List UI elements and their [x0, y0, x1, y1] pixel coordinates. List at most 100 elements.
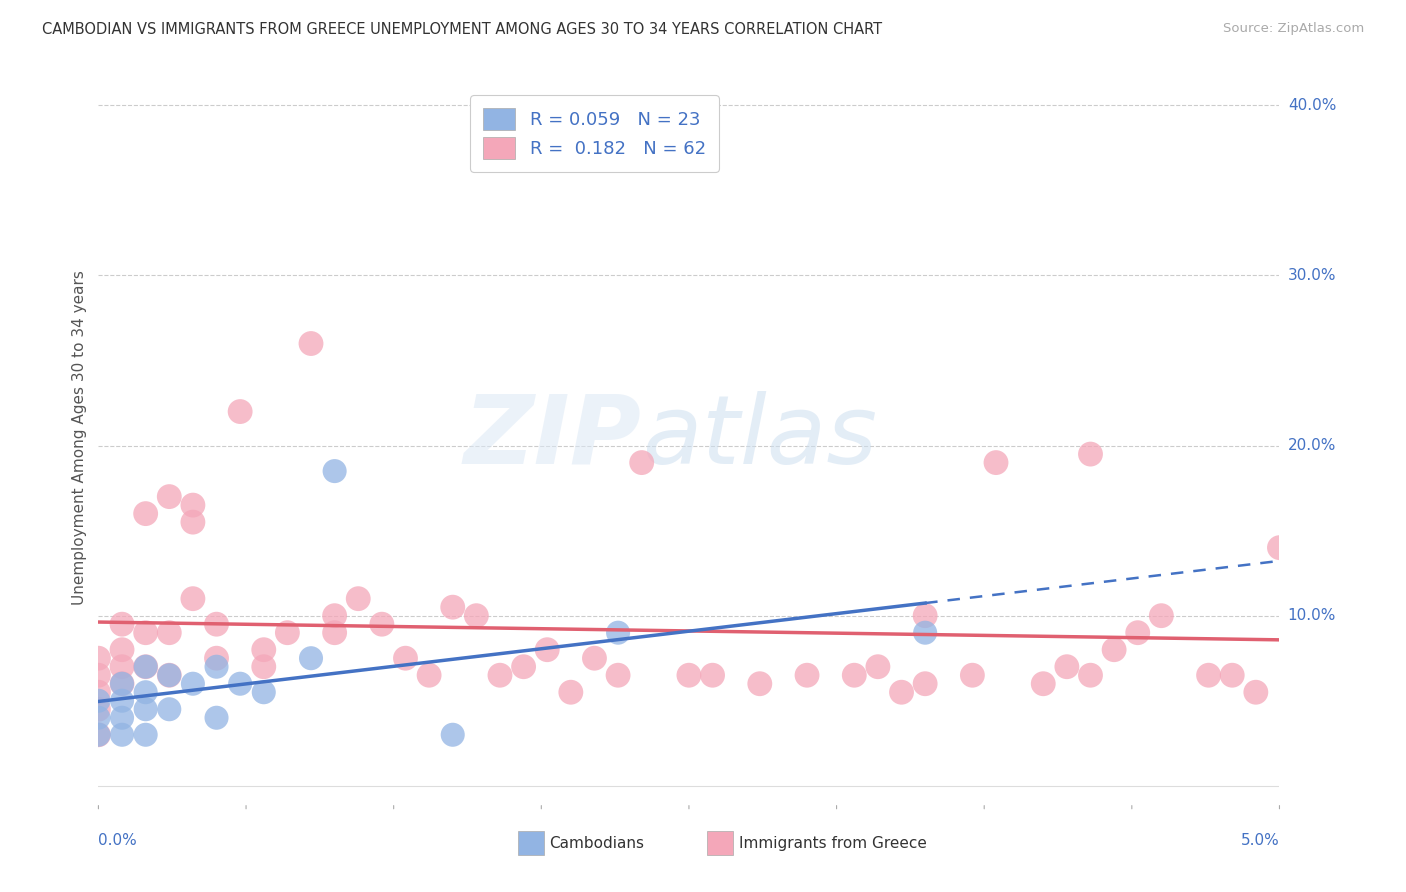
Point [181, 515, 204, 529]
Point [135, 625, 157, 640]
Point [914, 625, 936, 640]
Point [157, 668, 180, 682]
Point [536, 642, 558, 657]
Point [796, 668, 818, 682]
Point [394, 651, 416, 665]
Point [1268, 541, 1291, 555]
Point [135, 702, 157, 716]
Text: atlas: atlas [641, 391, 877, 483]
Point [1056, 659, 1078, 673]
Point [323, 464, 346, 478]
Point [702, 668, 724, 682]
Point [87, 651, 110, 665]
Text: Cambodians: Cambodians [550, 836, 644, 851]
Text: 5.0%: 5.0% [1240, 833, 1279, 848]
Point [111, 642, 134, 657]
Point [253, 685, 276, 699]
Point [205, 651, 228, 665]
Point [229, 677, 252, 691]
FancyBboxPatch shape [707, 831, 733, 855]
Text: Immigrants from Greece: Immigrants from Greece [738, 836, 927, 851]
Point [111, 728, 134, 742]
Point [205, 711, 228, 725]
Point [157, 702, 180, 716]
Point [87, 728, 110, 742]
Point [323, 608, 346, 623]
Point [135, 659, 157, 673]
Point [607, 625, 630, 640]
Point [914, 608, 936, 623]
Text: 30.0%: 30.0% [1288, 268, 1336, 283]
Text: 20.0%: 20.0% [1288, 438, 1336, 453]
Point [583, 651, 606, 665]
Point [205, 659, 228, 673]
Point [205, 617, 228, 632]
Point [111, 694, 134, 708]
Point [87, 728, 110, 742]
Point [866, 659, 889, 673]
Point [229, 404, 252, 418]
Point [299, 336, 322, 351]
Point [465, 608, 488, 623]
Point [984, 456, 1007, 470]
Point [1080, 668, 1102, 682]
Point [890, 685, 912, 699]
Point [371, 617, 394, 632]
Point [181, 498, 204, 512]
Point [489, 668, 512, 682]
Point [1244, 685, 1267, 699]
Point [560, 685, 582, 699]
Point [276, 625, 298, 640]
Point [1198, 668, 1220, 682]
Point [1126, 625, 1149, 640]
Point [157, 490, 180, 504]
Point [678, 668, 700, 682]
Point [748, 677, 770, 691]
Point [135, 728, 157, 742]
Point [87, 685, 110, 699]
Point [323, 625, 346, 640]
Point [111, 659, 134, 673]
Text: ZIP: ZIP [464, 391, 641, 483]
Point [441, 728, 464, 742]
Text: 0.0%: 0.0% [98, 833, 138, 848]
Text: 10.0%: 10.0% [1288, 608, 1336, 624]
Point [157, 625, 180, 640]
Point [135, 507, 157, 521]
Point [135, 659, 157, 673]
Point [1102, 642, 1125, 657]
Point [607, 668, 630, 682]
Point [135, 685, 157, 699]
Text: CAMBODIAN VS IMMIGRANTS FROM GREECE UNEMPLOYMENT AMONG AGES 30 TO 34 YEARS CORRE: CAMBODIAN VS IMMIGRANTS FROM GREECE UNEM… [42, 22, 883, 37]
Point [253, 659, 276, 673]
Point [181, 677, 204, 691]
Text: Source: ZipAtlas.com: Source: ZipAtlas.com [1223, 22, 1364, 36]
Point [253, 642, 276, 657]
Point [87, 702, 110, 716]
Point [844, 668, 866, 682]
Point [111, 677, 134, 691]
Point [299, 651, 322, 665]
Point [1032, 677, 1054, 691]
Point [157, 668, 180, 682]
Point [87, 711, 110, 725]
Point [1150, 608, 1173, 623]
FancyBboxPatch shape [517, 831, 544, 855]
Point [1080, 447, 1102, 461]
Point [87, 668, 110, 682]
Point [87, 694, 110, 708]
Point [181, 591, 204, 606]
Point [914, 677, 936, 691]
Point [111, 711, 134, 725]
Point [962, 668, 984, 682]
Point [111, 677, 134, 691]
Point [512, 659, 534, 673]
Y-axis label: Unemployment Among Ages 30 to 34 years: Unemployment Among Ages 30 to 34 years [72, 269, 87, 605]
Point [441, 600, 464, 615]
Legend: R = 0.059   N = 23, R =  0.182   N = 62: R = 0.059 N = 23, R = 0.182 N = 62 [470, 95, 718, 171]
Point [111, 617, 134, 632]
Point [630, 456, 652, 470]
Point [347, 591, 370, 606]
Text: 40.0%: 40.0% [1288, 98, 1336, 113]
Point [418, 668, 440, 682]
